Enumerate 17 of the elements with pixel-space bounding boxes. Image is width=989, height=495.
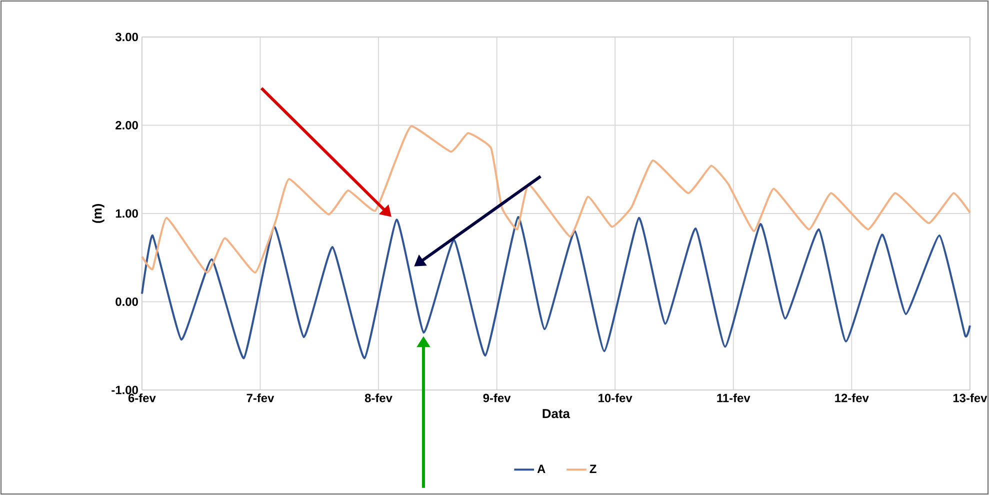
x-tick-label: 7-fev	[246, 393, 274, 402]
x-tick-label: 9-fev	[483, 393, 511, 402]
y-tick-label: 1.00	[116, 209, 138, 218]
x-axis-title: Data	[542, 409, 570, 418]
x-tick-label: 6-fev	[128, 393, 156, 402]
x-tick-label: 13-fev	[953, 393, 988, 402]
y-tick-label: 2.00	[116, 120, 138, 130]
x-tick-label: 8-fev	[364, 393, 392, 402]
x-tick-label: 11-fev	[717, 393, 750, 402]
y-tick-label: -1.00	[112, 386, 138, 394]
y-axis-title: (m)	[92, 204, 104, 223]
x-tick-label: 12-fev	[835, 393, 869, 402]
x-tick-label: 10-fev	[598, 393, 632, 402]
y-tick-label: 3.00	[115, 32, 138, 42]
legend-label: A	[537, 464, 546, 473]
y-tick-label: 0.00	[116, 297, 138, 306]
legend-label: Z	[590, 464, 596, 473]
